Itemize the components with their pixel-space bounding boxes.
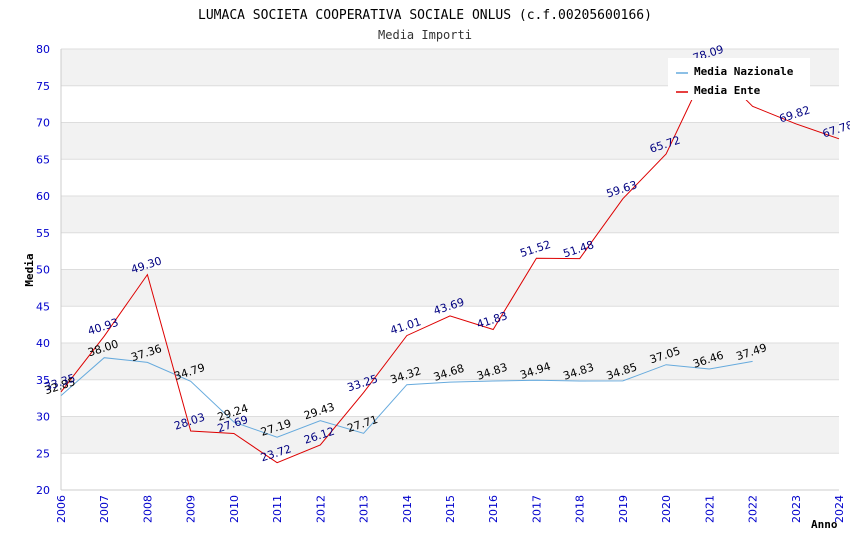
series-line-0: [60, 357, 753, 438]
grid-band: [61, 343, 839, 380]
y-tick-label: 25: [36, 447, 50, 460]
x-tick-label: 2014: [401, 495, 414, 523]
grid-band: [61, 306, 839, 343]
x-tick-label: 2011: [271, 495, 284, 523]
grid-band: [61, 122, 839, 160]
y-axis-ticks: 20 25 30 35 40 45 50 55 60 65 70 75 80: [36, 43, 50, 497]
x-tick-label: 2023: [790, 495, 803, 523]
x-tick-label: 2016: [487, 495, 500, 523]
x-tick-label: 2017: [530, 495, 543, 523]
y-tick-label: 20: [36, 484, 50, 497]
x-tick-label: 2019: [617, 495, 630, 523]
y-tick-label: 40: [36, 337, 50, 350]
grid-band: [61, 453, 839, 490]
y-tick-label: 35: [36, 374, 50, 387]
grid-band: [61, 379, 839, 417]
x-tick-label: 2010: [228, 495, 241, 523]
y-axis-label: Media: [23, 253, 36, 286]
grid-band: [61, 269, 839, 307]
legend-label-media-ente: Media Ente: [694, 84, 761, 97]
y-tick-label: 30: [36, 411, 50, 424]
x-tick-label: 2012: [314, 495, 327, 523]
y-tick-label: 75: [36, 80, 50, 93]
y-tick-label: 55: [36, 227, 50, 240]
grid-band: [61, 196, 839, 233]
x-tick-label: 2021: [703, 495, 716, 523]
x-tick-label: 2009: [185, 495, 198, 523]
y-tick-label: 70: [36, 117, 50, 130]
grid-band: [61, 416, 839, 454]
x-axis-label: Anno: [811, 518, 838, 531]
y-tick-label: 45: [36, 300, 50, 313]
x-tick-label: 2018: [574, 495, 587, 523]
y-tick-label: 60: [36, 190, 50, 203]
x-tick-label: 2008: [141, 495, 154, 523]
legend-label-media-nazionale: Media Nazionale: [694, 65, 794, 78]
x-tick-label: 2013: [358, 495, 371, 523]
chart-title: LUMACA SOCIETA COOPERATIVA SOCIALE ONLUS…: [198, 8, 652, 23]
x-tick-label: 2020: [660, 495, 673, 523]
grid-bands: [60, 48, 839, 491]
x-tick-label: 2015: [444, 495, 457, 523]
grid-band: [61, 159, 839, 196]
legend-box: [668, 58, 810, 100]
y-tick-label: 80: [36, 43, 50, 56]
x-tick-label: 2006: [55, 495, 68, 523]
chart-subtitle: Media Importi: [378, 28, 472, 42]
legend: Media Nazionale Media Ente: [668, 58, 810, 100]
x-tick-label: 2007: [98, 495, 111, 523]
grid-band: [61, 232, 839, 270]
x-tick-label: 2024: [833, 495, 846, 523]
x-tick-label: 2022: [747, 495, 760, 523]
y-tick-label: 65: [36, 153, 50, 166]
y-tick-label: 50: [36, 264, 50, 277]
x-axis-ticks: 2006 2007 2008 2009 2010 2011 2012 2013 2014 2015…: [55, 495, 846, 523]
